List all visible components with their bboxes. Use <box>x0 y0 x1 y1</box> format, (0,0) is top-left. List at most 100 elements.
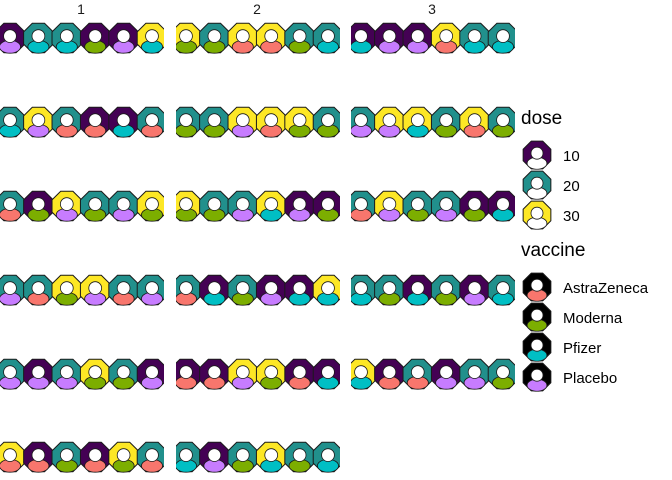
point-1-3-5 <box>136 274 164 306</box>
point-3-1-3 <box>430 106 462 138</box>
point-3-2-1 <box>374 190 405 222</box>
point-2-0-0 <box>176 22 202 54</box>
point-1-3-1 <box>23 274 54 306</box>
point-1-3-4 <box>108 274 139 306</box>
point-3-3-3 <box>430 274 462 306</box>
point-3-4-1 <box>374 358 405 390</box>
point-2-2-2 <box>227 190 259 222</box>
point-2-0-5 <box>312 22 340 54</box>
point-2-3-5 <box>312 274 340 306</box>
point-3-1-1 <box>374 106 405 138</box>
point-3-2-0 <box>351 190 377 222</box>
point-2-1-2 <box>227 106 259 138</box>
point-2-4-5 <box>312 358 340 390</box>
facet-label-3: 3 <box>428 1 436 17</box>
point-3-4-4 <box>459 358 490 390</box>
point-2-2-3 <box>255 190 287 222</box>
point-2-2-1 <box>199 190 230 222</box>
point-2-3-1 <box>199 274 230 306</box>
point-2-2-4 <box>284 190 315 222</box>
point-1-3-0 <box>0 274 26 306</box>
point-1-2-2 <box>51 190 83 222</box>
point-1-4-2 <box>51 358 83 390</box>
point-1-4-5 <box>136 358 164 390</box>
legend-label-Placebo: Placebo <box>563 370 617 387</box>
point-3-0-5 <box>487 22 515 54</box>
point-1-5-5 <box>136 441 164 473</box>
point-1-0-2 <box>51 22 83 54</box>
point-2-1-1 <box>199 106 230 138</box>
legend-key-10 <box>522 140 552 170</box>
facet-label-2: 2 <box>253 1 261 17</box>
point-2-5-4 <box>284 441 315 473</box>
point-1-2-5 <box>136 190 164 222</box>
point-1-1-3 <box>79 106 111 138</box>
point-1-4-3 <box>79 358 111 390</box>
legend-label-20: 20 <box>563 178 580 195</box>
legend-label-Moderna: Moderna <box>563 310 623 327</box>
point-1-0-4 <box>108 22 139 54</box>
point-1-3-3 <box>79 274 111 306</box>
legend-key-Pfizer <box>522 332 552 362</box>
point-2-5-2 <box>227 441 259 473</box>
legend-label-10: 10 <box>563 148 580 165</box>
point-2-4-4 <box>284 358 315 390</box>
point-2-2-0 <box>176 190 202 222</box>
point-3-1-2 <box>402 106 434 138</box>
point-1-0-1 <box>23 22 54 54</box>
point-1-1-5 <box>136 106 164 138</box>
point-1-5-4 <box>108 441 139 473</box>
facet-label-1: 1 <box>77 1 85 17</box>
point-1-4-4 <box>108 358 139 390</box>
panel-1 <box>0 22 164 473</box>
point-3-0-3 <box>430 22 462 54</box>
point-1-2-1 <box>23 190 54 222</box>
point-2-2-5 <box>312 190 340 222</box>
panel-3 <box>351 22 515 390</box>
point-3-2-4 <box>459 190 490 222</box>
point-2-4-1 <box>199 358 230 390</box>
legend-label-30: 30 <box>563 208 580 225</box>
point-1-4-0 <box>0 358 26 390</box>
point-3-2-3 <box>430 190 462 222</box>
point-1-5-1 <box>23 441 54 473</box>
point-3-0-4 <box>459 22 490 54</box>
point-1-0-5 <box>136 22 164 54</box>
point-2-3-0 <box>176 274 202 306</box>
point-1-5-3 <box>79 441 111 473</box>
point-1-2-0 <box>0 190 26 222</box>
point-3-0-2 <box>402 22 434 54</box>
point-3-2-5 <box>487 190 515 222</box>
point-3-4-2 <box>402 358 434 390</box>
point-1-1-4 <box>108 106 139 138</box>
point-1-2-4 <box>108 190 139 222</box>
point-2-0-3 <box>255 22 287 54</box>
point-1-1-0 <box>0 106 26 138</box>
legend-label-Pfizer: Pfizer <box>563 340 601 357</box>
point-2-5-0 <box>176 441 202 473</box>
legend-title-dose: dose <box>521 108 562 129</box>
point-3-3-1 <box>374 274 405 306</box>
point-1-4-1 <box>23 358 54 390</box>
point-2-0-2 <box>227 22 259 54</box>
point-3-1-5 <box>487 106 515 138</box>
point-2-3-4 <box>284 274 315 306</box>
point-2-4-2 <box>227 358 259 390</box>
point-3-4-3 <box>430 358 462 390</box>
point-3-3-2 <box>402 274 434 306</box>
point-1-1-1 <box>23 106 54 138</box>
point-2-0-4 <box>284 22 315 54</box>
legend-key-Moderna <box>522 302 552 332</box>
point-2-5-1 <box>199 441 230 473</box>
point-3-0-0 <box>351 22 377 54</box>
point-3-2-2 <box>402 190 434 222</box>
point-3-4-5 <box>487 358 515 390</box>
point-2-3-3 <box>255 274 287 306</box>
legend-label-AstraZeneca: AstraZeneca <box>563 280 649 297</box>
point-3-3-5 <box>487 274 515 306</box>
point-1-2-3 <box>79 190 111 222</box>
point-1-0-3 <box>79 22 111 54</box>
point-2-1-4 <box>284 106 315 138</box>
point-3-1-0 <box>351 106 377 138</box>
